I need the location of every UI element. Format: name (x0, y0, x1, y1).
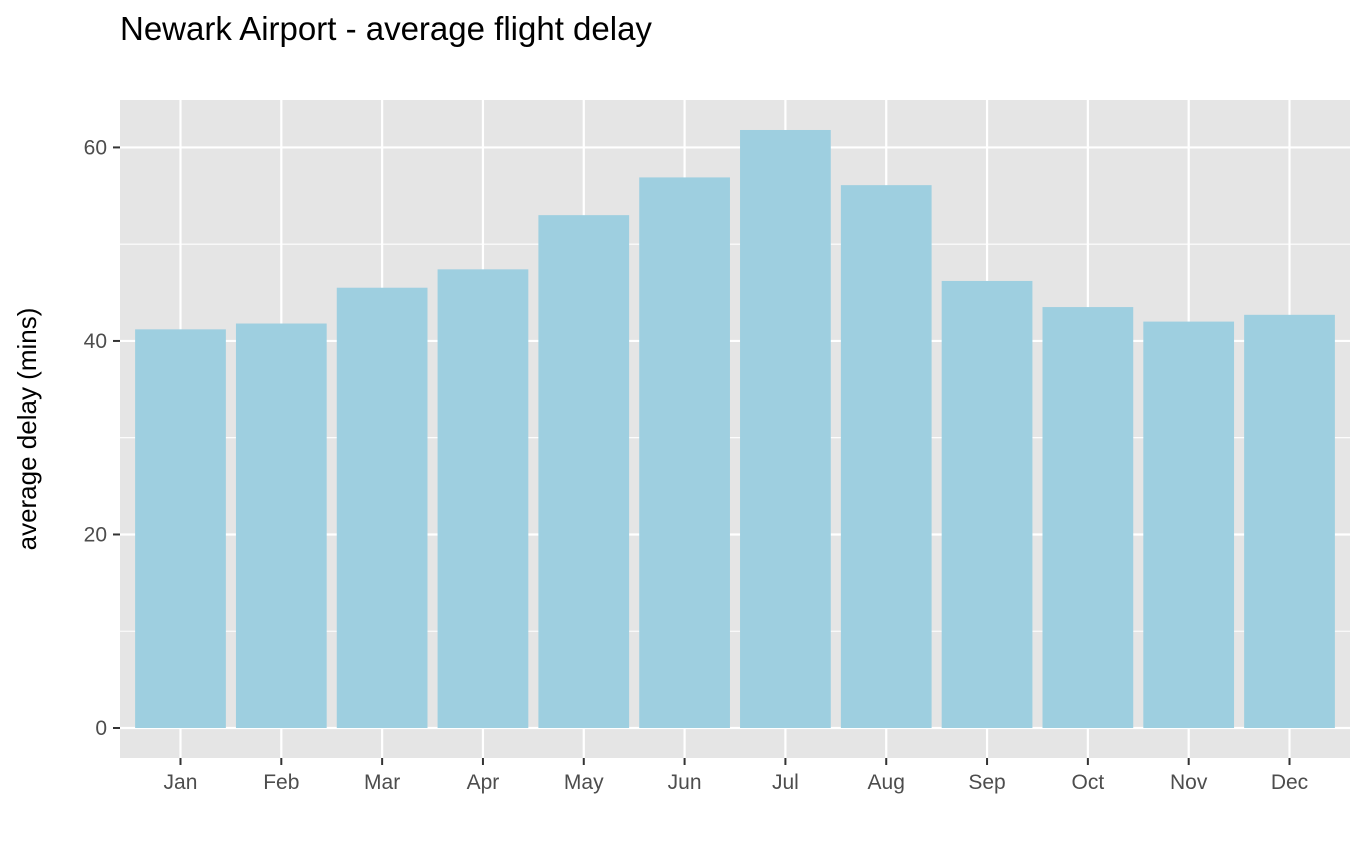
x-tick-label: Apr (467, 771, 500, 794)
bar-mar (336, 287, 428, 729)
bar-feb (235, 323, 327, 729)
x-tick-label: Feb (263, 771, 299, 794)
bar-sep (941, 280, 1033, 729)
bar-nov (1143, 321, 1235, 729)
y-tick-label: 20 (84, 523, 107, 546)
x-tick-label: Nov (1170, 771, 1208, 794)
bar-aug (840, 185, 932, 729)
chart-title: Newark Airport - average flight delay (120, 10, 652, 47)
x-tick-label: Dec (1271, 771, 1308, 794)
x-tick-label: Sep (968, 771, 1005, 794)
x-tick-label: May (564, 771, 604, 794)
y-axis: 0 20 40 60 (84, 136, 120, 740)
bar-may (538, 215, 630, 729)
bar-jan (135, 329, 226, 729)
y-tick-label: 60 (84, 136, 107, 159)
x-tick-label: Jun (668, 771, 702, 794)
x-tick-label: Oct (1072, 771, 1105, 794)
x-tick-label: Jan (164, 771, 198, 794)
x-tick-label: Mar (364, 771, 400, 794)
bar-jul (740, 129, 831, 729)
bar-oct (1042, 307, 1134, 729)
y-tick-label: 40 (84, 330, 107, 353)
bar-jun (639, 177, 730, 729)
y-tick-label: 0 (95, 717, 107, 740)
bar-apr (437, 269, 529, 729)
x-tick-label: Aug (868, 771, 905, 794)
bar-dec (1244, 314, 1335, 729)
bars (135, 129, 1335, 729)
x-tick-label: Jul (772, 771, 799, 794)
y-axis-title: average delay (mins) (12, 308, 42, 551)
x-axis: Jan Feb Mar Apr May Jun Jul Aug Sep Oct Nov Dec (164, 758, 1308, 794)
